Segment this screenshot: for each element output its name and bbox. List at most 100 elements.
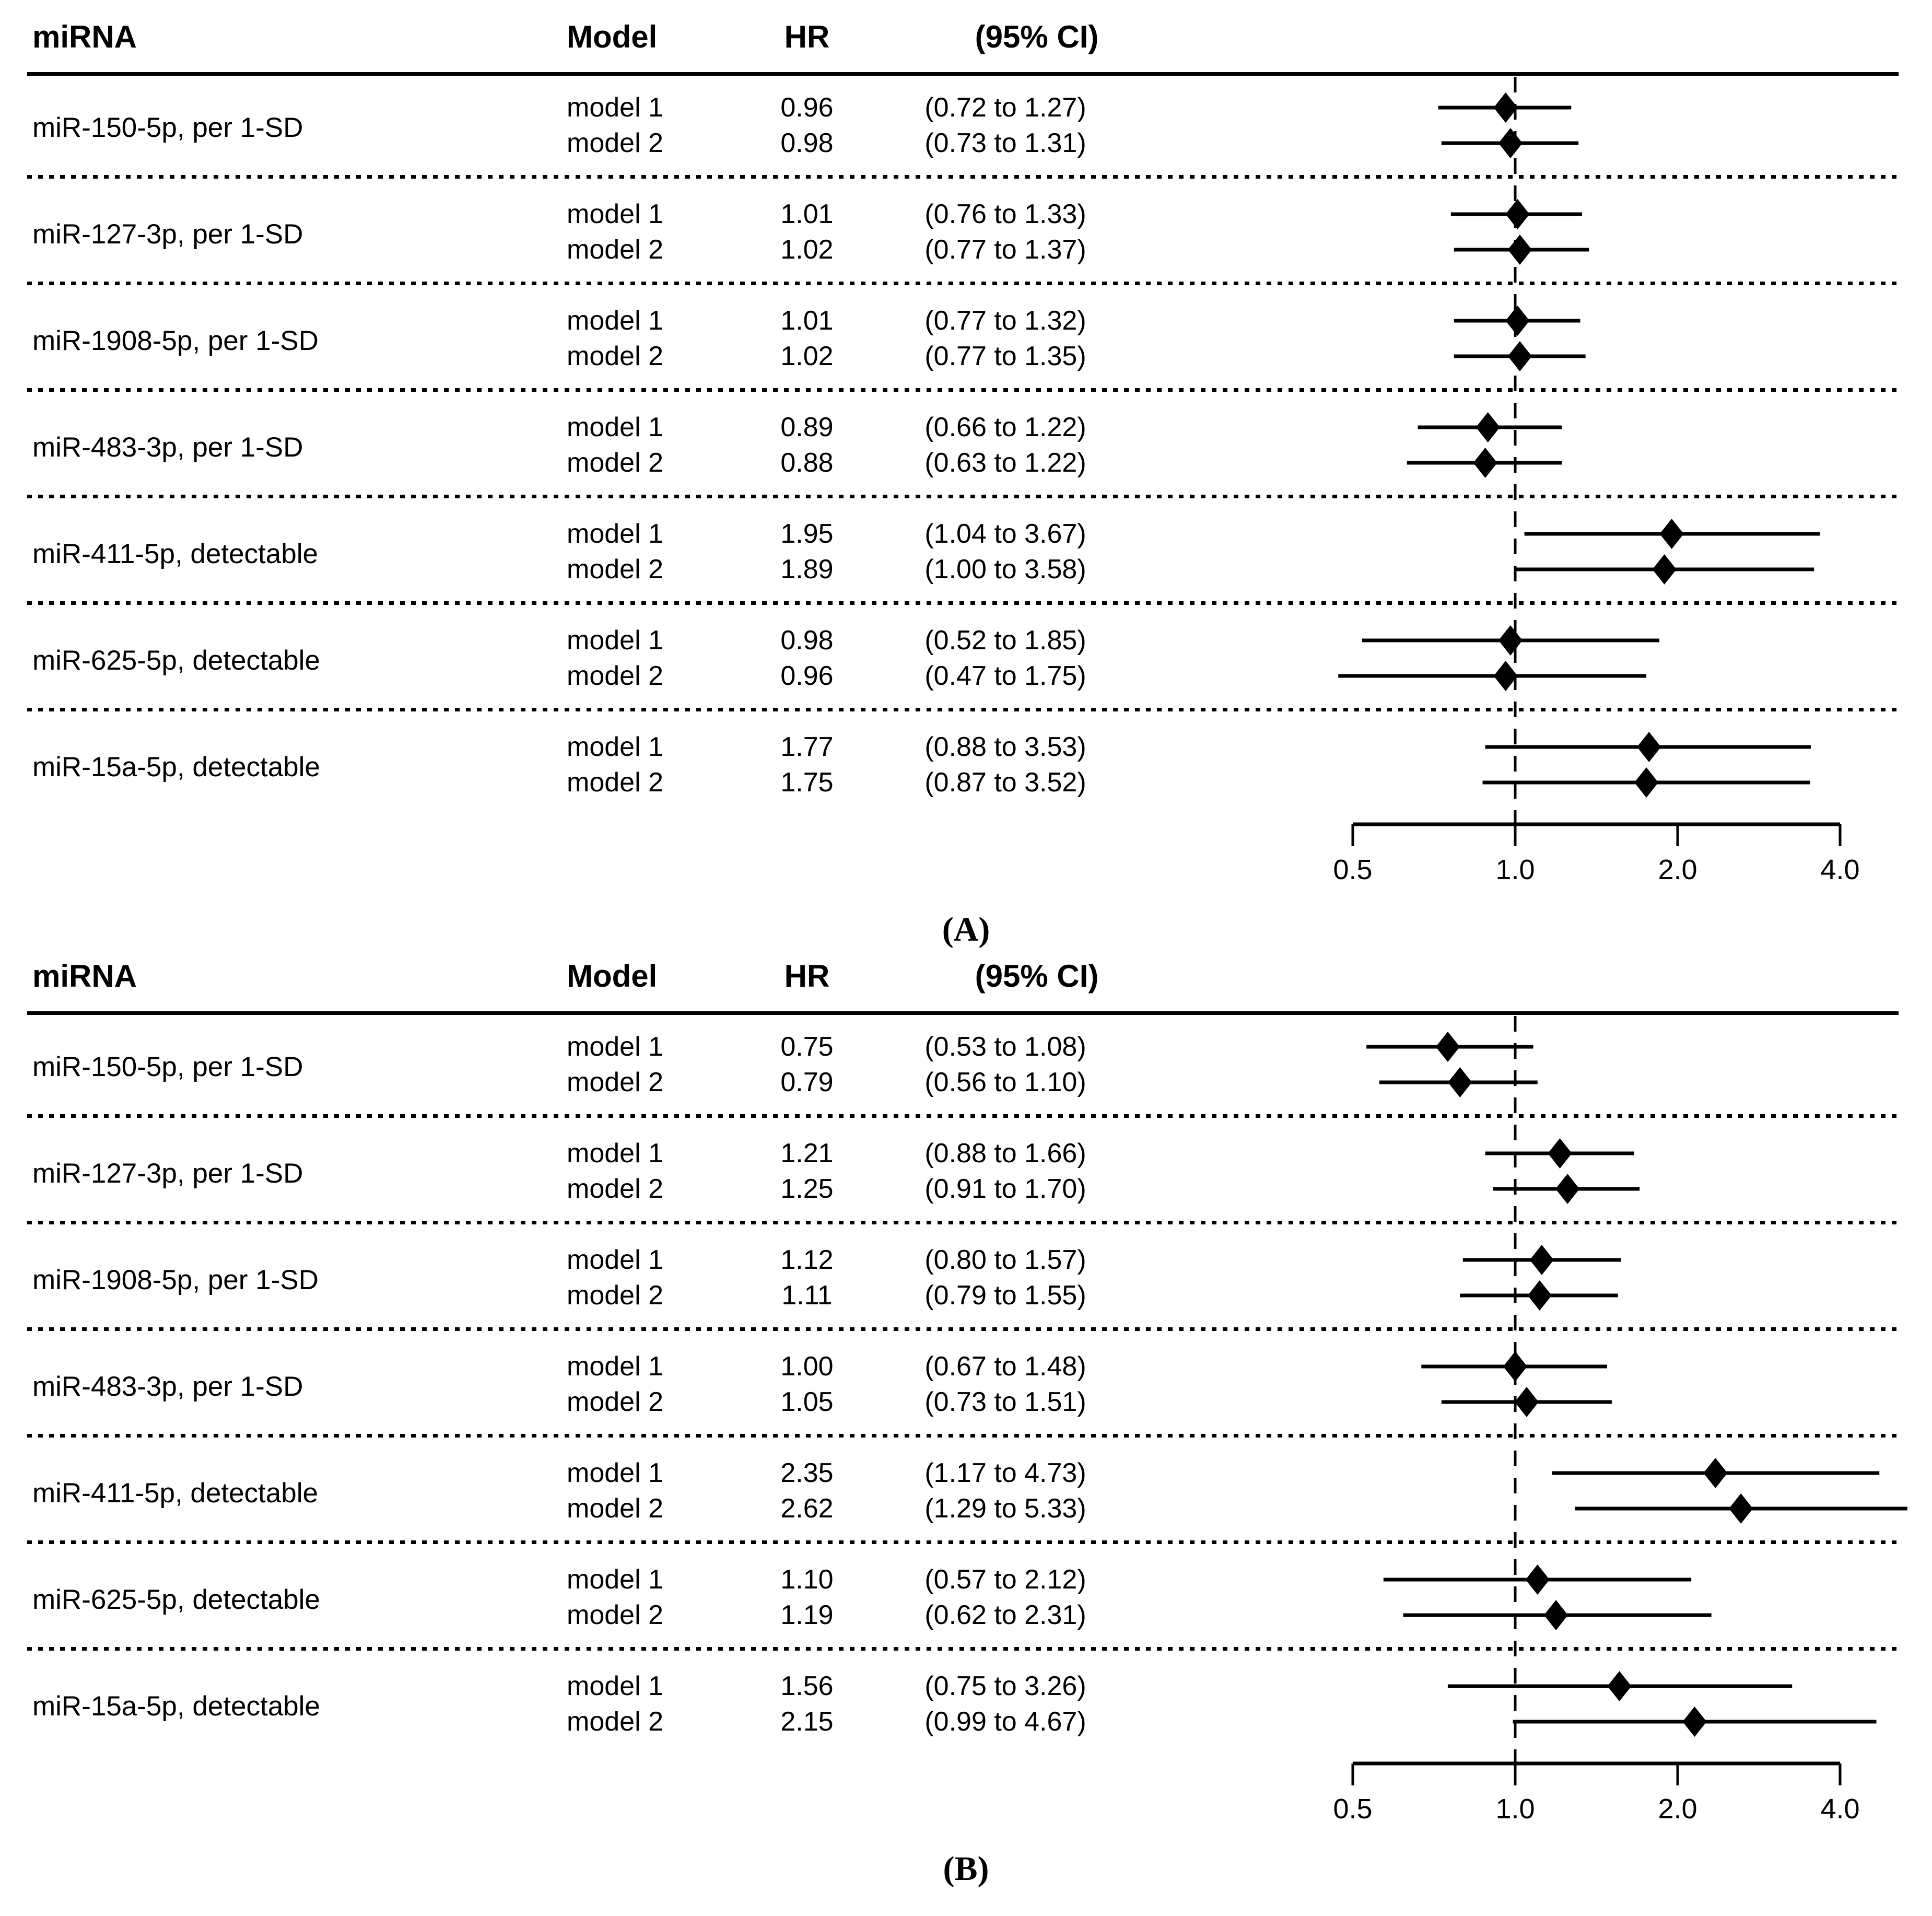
mirna-name: miR-127-3p, per 1-SD: [32, 218, 303, 250]
hr-value: 0.96: [780, 661, 834, 691]
ci-value: (0.77 to 1.32): [924, 306, 1086, 336]
col-header-model: Model: [567, 959, 658, 994]
mirna-group: miR-1908-5p, per 1-SD model 1 1.01 (0.77…: [0, 291, 1932, 398]
model-label: model 1: [567, 1351, 663, 1382]
ci-value: (0.80 to 1.57): [924, 1245, 1086, 1275]
model-row: model 2 1.19 (0.62 to 2.31): [0, 1597, 1201, 1633]
model-row: model 1 0.75 (0.53 to 1.08): [0, 1029, 1201, 1065]
model-row: model 2 1.05 (0.73 to 1.51): [0, 1384, 1201, 1420]
model-label: model 2: [567, 235, 663, 265]
model-row: model 1 1.77 (0.88 to 3.53): [0, 729, 1201, 765]
mirna-group: miR-483-3p, per 1-SD model 1 1.00 (0.67 …: [0, 1337, 1932, 1444]
model-row: model 1 1.10 (0.57 to 2.12): [0, 1562, 1201, 1597]
x-axis-tick-label: 4.0: [1820, 1793, 1859, 1825]
mirna-name: miR-150-5p, per 1-SD: [32, 112, 303, 143]
model-row: model 2 1.75 (0.87 to 3.52): [0, 765, 1201, 800]
model-label: model 2: [567, 448, 663, 478]
dotted-separator: [27, 1114, 1899, 1118]
ci-value: (0.53 to 1.08): [924, 1032, 1086, 1062]
mirna-name: miR-411-5p, detectable: [32, 1477, 318, 1509]
model-row: model 1 2.35 (1.17 to 4.73): [0, 1455, 1201, 1491]
model-label: model 1: [567, 1138, 663, 1169]
mirna-name: miR-411-5p, detectable: [32, 538, 318, 569]
hr-value: 1.02: [780, 235, 834, 265]
mirna-group: miR-15a-5p, detectable model 1 1.56 (0.7…: [0, 1657, 1932, 1763]
header-rule: [27, 72, 1899, 76]
model-row: model 2 0.98 (0.73 to 1.31): [0, 125, 1201, 161]
x-axis-tick-label: 0.5: [1333, 854, 1372, 885]
hr-value: 1.01: [780, 306, 834, 336]
model-row: model 2 2.15 (0.99 to 4.67): [0, 1704, 1201, 1739]
dotted-separator: [27, 601, 1899, 605]
model-label: model 1: [567, 412, 663, 442]
ci-value: (0.88 to 3.53): [924, 732, 1086, 762]
model-label: model 2: [567, 1707, 663, 1737]
model-row: model 1 1.21 (0.88 to 1.66): [0, 1136, 1201, 1171]
col-header-hr: HR: [784, 959, 830, 994]
col-header-mirna: miRNA: [32, 959, 137, 994]
mirna-group: miR-127-3p, per 1-SD model 1 1.21 (0.88 …: [0, 1124, 1932, 1231]
model-row: model 2 1.25 (0.91 to 1.70): [0, 1171, 1201, 1207]
hr-value: 0.88: [780, 448, 834, 478]
dotted-separator: [27, 708, 1899, 711]
hr-value: 0.75: [780, 1032, 834, 1062]
model-row: model 1 1.00 (0.67 to 1.48): [0, 1349, 1201, 1384]
header-rule: [27, 1011, 1899, 1015]
model-label: model 2: [567, 1280, 663, 1311]
model-row: model 1 1.01 (0.76 to 1.33): [0, 196, 1201, 232]
ci-value: (0.75 to 3.26): [924, 1671, 1086, 1701]
hr-value: 0.98: [780, 128, 834, 158]
model-label: model 2: [567, 1387, 663, 1417]
model-label: model 2: [567, 554, 663, 585]
hr-value: 0.79: [780, 1067, 834, 1097]
x-axis-tick-label: 2.0: [1658, 854, 1697, 885]
panel-header: miRNA Model HR (95% CI): [0, 0, 1932, 78]
model-row: model 2 0.79 (0.56 to 1.10): [0, 1065, 1201, 1100]
model-label: model 1: [567, 1032, 663, 1062]
hr-value: 2.15: [780, 1707, 834, 1737]
model-label: model 1: [567, 92, 663, 123]
ci-value: (0.62 to 2.31): [924, 1600, 1086, 1630]
ci-value: (1.04 to 3.67): [924, 519, 1086, 549]
mirna-group: miR-625-5p, detectable model 1 0.98 (0.5…: [0, 611, 1932, 718]
mirna-group: miR-1908-5p, per 1-SD model 1 1.12 (0.80…: [0, 1231, 1932, 1337]
model-row: model 1 0.89 (0.66 to 1.22): [0, 410, 1201, 445]
mirna-name: miR-1908-5p, per 1-SD: [32, 325, 319, 356]
ci-value: (0.66 to 1.22): [924, 412, 1086, 442]
ci-value: (0.63 to 1.22): [924, 448, 1086, 478]
mirna-name: miR-1908-5p, per 1-SD: [32, 1264, 319, 1295]
x-axis-tick-label: 1.0: [1495, 1793, 1535, 1825]
ci-value: (0.73 to 1.51): [924, 1387, 1086, 1417]
ci-value: (0.77 to 1.35): [924, 341, 1086, 371]
ci-value: (0.73 to 1.31): [924, 128, 1086, 158]
model-row: model 1 0.96 (0.72 to 1.27): [0, 90, 1201, 125]
panel-a: miRNA Model HR (95% CI) miR-150-5p, per …: [0, 0, 1932, 949]
panel-b: miRNA Model HR (95% CI) miR-150-5p, per …: [0, 939, 1932, 1916]
model-label: model 2: [567, 341, 663, 371]
dotted-separator: [27, 388, 1899, 392]
hr-value: 1.11: [781, 1280, 833, 1311]
model-label: model 1: [567, 1245, 663, 1275]
dotted-separator: [27, 495, 1899, 498]
x-axis-tick-label: 0.5: [1333, 1793, 1372, 1825]
hr-value: 1.95: [780, 519, 834, 549]
hr-value: 1.77: [780, 732, 834, 762]
hr-value: 1.01: [780, 199, 834, 229]
col-header-ci: (95% CI): [975, 959, 1099, 994]
ci-value: (0.77 to 1.37): [924, 235, 1086, 265]
mirna-name: miR-625-5p, detectable: [32, 645, 320, 676]
model-label: model 1: [567, 1671, 663, 1701]
col-header-model: Model: [567, 19, 658, 54]
model-row: model 2 0.88 (0.63 to 1.22): [0, 445, 1201, 481]
model-row: model 2 1.11 (0.79 to 1.55): [0, 1278, 1201, 1313]
hr-value: 1.05: [780, 1387, 834, 1417]
ci-value: (0.57 to 2.12): [924, 1564, 1086, 1595]
mirna-group: miR-150-5p, per 1-SD model 1 0.75 (0.53 …: [0, 1018, 1932, 1124]
dotted-separator: [27, 175, 1899, 179]
ci-value: (1.17 to 4.73): [924, 1458, 1086, 1488]
dotted-separator: [27, 282, 1899, 285]
ci-value: (0.72 to 1.27): [924, 92, 1086, 123]
ci-value: (0.47 to 1.75): [924, 661, 1086, 691]
hr-value: 1.10: [780, 1564, 834, 1595]
